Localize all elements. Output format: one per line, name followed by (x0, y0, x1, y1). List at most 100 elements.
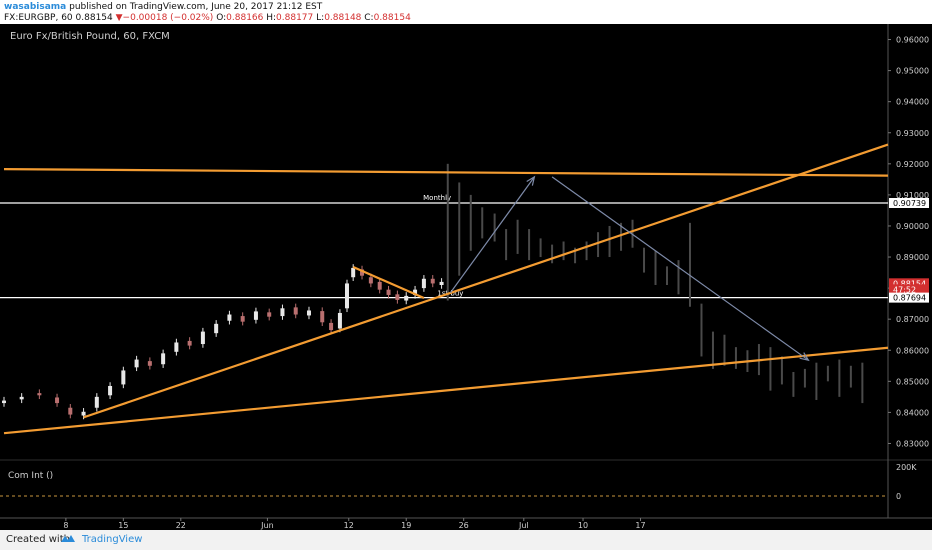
projection-bar (688, 222, 691, 307)
price-chart[interactable]: 0.96000 0.95000 0.94000 0.93000 0.92000 0.910… (0, 24, 932, 530)
y-tick-label: 0.90000 (896, 222, 929, 231)
y-tick-label: 0.86000 (896, 346, 929, 355)
y-tick-label: 0.89000 (896, 253, 929, 262)
last-price: 0.88154 (75, 13, 113, 23)
candle-body (421, 278, 426, 289)
down-arrow-icon: ▼ (115, 13, 123, 23)
candle-body (430, 278, 435, 284)
projection-bar (608, 225, 611, 258)
candle-body (360, 269, 365, 276)
candle-body (37, 393, 42, 396)
projection-bar (815, 362, 818, 400)
candle-body (413, 289, 418, 295)
projection-bar (803, 368, 806, 388)
projection-arrow (449, 176, 535, 294)
candle-body (68, 407, 73, 415)
candle-body (293, 307, 298, 315)
tradingview-logo-icon (61, 535, 75, 542)
trendline (3, 346, 889, 435)
tradingview-link[interactable]: TradingView (82, 534, 143, 545)
price-change: −0.00018 (−0.02%) (122, 13, 214, 23)
created-with-text: Created with (6, 534, 70, 545)
candle-body (19, 396, 24, 400)
price-tag-label: 0.90739 (893, 199, 926, 208)
projection-bar (826, 365, 829, 382)
chart-header: wasabisama published on TradingView.com,… (0, 0, 932, 24)
price-tag-label: 0.88154 (893, 279, 926, 288)
projection-bar (528, 229, 531, 261)
x-tick-label: 26 (459, 521, 469, 530)
footer: Created with TradingView (0, 530, 932, 550)
indicator-tick-label: 0 (896, 492, 901, 501)
indicator-label: Com Int () (8, 471, 53, 481)
candle-body (55, 397, 60, 404)
candle-body (94, 396, 99, 408)
projection-bar (539, 238, 542, 258)
price-tag (889, 198, 929, 209)
candle-body (368, 277, 373, 284)
projection-bar (458, 182, 461, 276)
high-value: 0.88177 (276, 13, 314, 23)
x-tick-label: 10 (578, 521, 588, 530)
projection-bar (516, 219, 519, 254)
projection-bar (597, 232, 600, 258)
publish-line: wasabisama published on TradingView.com,… (4, 2, 322, 12)
x-tick-label: 22 (176, 521, 186, 530)
candle-body (134, 359, 139, 368)
projection-bar (493, 213, 496, 242)
close-value: 0.88154 (373, 13, 411, 23)
candle-body (214, 323, 219, 334)
candle-body (240, 316, 245, 322)
ohlc-line: FX:EURGBP, 60 0.88154 ▼−0.00018 (−0.02%)… (4, 13, 411, 23)
candle-body (161, 353, 166, 365)
projection-bar (700, 303, 703, 357)
price-tag (889, 292, 929, 303)
projection-bar (469, 194, 472, 251)
price-tag (889, 284, 929, 295)
x-tick-label: Jun (260, 521, 274, 530)
projection-arrow (551, 176, 809, 361)
y-tick-label: 0.83000 (896, 439, 929, 448)
projection-bar (551, 244, 554, 264)
candle-body (147, 361, 152, 366)
projection-bar (677, 260, 680, 295)
projection-bar (734, 347, 737, 369)
y-tick-label: 0.87000 (896, 315, 929, 324)
y-tick-label: 0.93000 (896, 129, 929, 138)
price-tag (889, 278, 929, 289)
open-value: 0.88166 (226, 13, 264, 23)
candle-body (329, 322, 334, 331)
candle-body (306, 310, 311, 316)
x-tick-label: 15 (118, 521, 128, 530)
candle-body (187, 340, 192, 346)
author-link[interactable]: wasabisama (4, 2, 67, 12)
candle-body (395, 294, 400, 300)
x-tick-label: 19 (401, 521, 411, 530)
y-tick-label: 0.92000 (896, 160, 929, 169)
candle-body (386, 289, 391, 295)
x-tick-label: Jul (518, 521, 529, 530)
candle-body (404, 295, 409, 301)
candle-body (377, 281, 382, 290)
chart-area[interactable]: Euro Fx/British Pound, 60, FXCM 0.96000 0… (0, 24, 932, 530)
projection-bar (780, 356, 783, 385)
price-tag-label: 0.87694 (893, 294, 926, 303)
chart-title: Euro Fx/British Pound, 60, FXCM (10, 31, 170, 42)
candle-body (227, 314, 232, 321)
x-tick-label: 17 (635, 521, 645, 530)
x-tick-label: 8 (63, 521, 68, 530)
projection-bar (574, 247, 577, 264)
trendline (352, 265, 425, 300)
y-tick-label: 0.94000 (896, 98, 929, 107)
arrow-head (526, 175, 536, 186)
y-tick-label: 0.96000 (896, 36, 929, 45)
y-tick-label: 0.84000 (896, 408, 929, 417)
candle-body (344, 283, 349, 309)
projection-bar (505, 229, 508, 261)
projection-bar (861, 362, 864, 404)
level-label: Monthly (423, 194, 451, 202)
y-tick-label: 0.91000 (896, 191, 929, 200)
projection-bar (481, 207, 484, 239)
arrow-head (799, 352, 810, 362)
projection-bar (666, 266, 668, 285)
